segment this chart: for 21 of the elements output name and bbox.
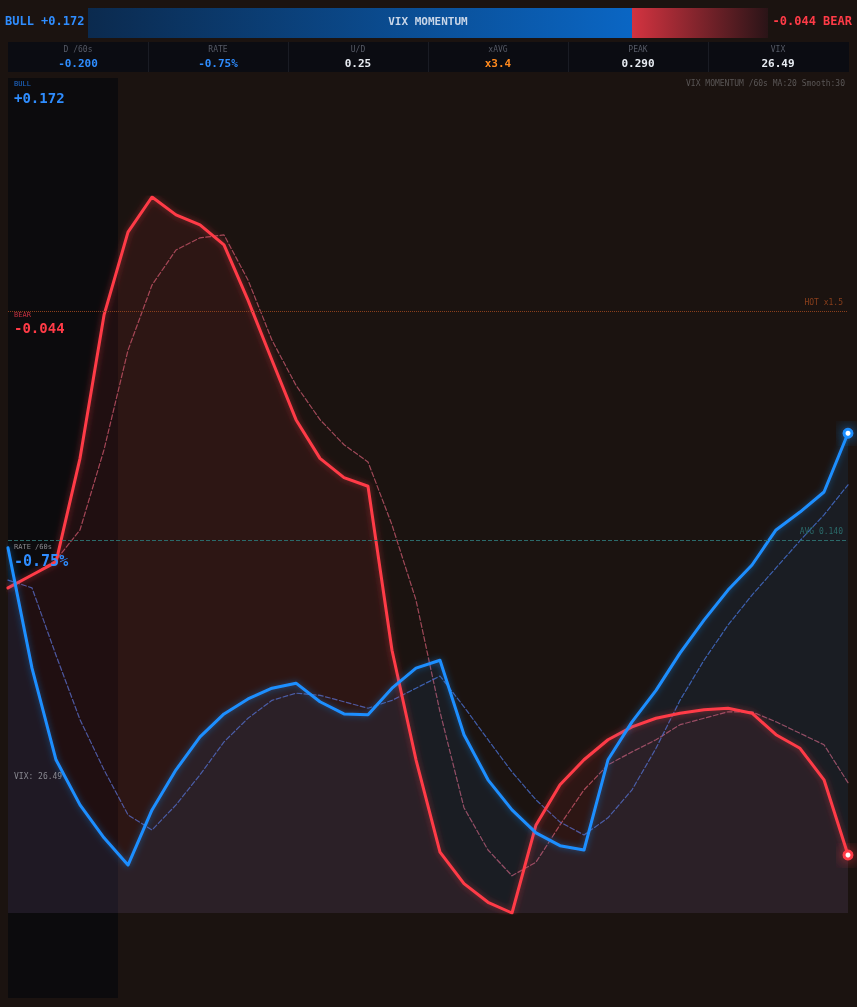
chart-title: VIX MOMENTUM (387, 15, 469, 28)
text: -0.044 BEAR (772, 14, 852, 28)
text: BULL +0.172 (5, 14, 85, 28)
text: RATE (207, 45, 229, 54)
text: 0.290 (620, 57, 656, 70)
text: x3.4 (483, 57, 513, 70)
text: VIX (769, 45, 787, 54)
text: -0.200 (57, 57, 99, 70)
annotation: VIX: 26.49 (14, 772, 63, 781)
annotation: -0.044 (14, 320, 65, 336)
text: xAVG (487, 45, 509, 54)
text: U/D (349, 45, 367, 54)
ref-line-label: HOT x1.5 (804, 298, 844, 308)
ref-line-label: AVG 0.140 (799, 527, 844, 537)
text: +0.172 (14, 90, 65, 106)
chart-subtitle: VIX MOMENTUM /60s MA:20 Smooth:30 (686, 79, 845, 88)
text: -0.75% (197, 57, 239, 70)
text: 26.49 (760, 57, 796, 70)
text: D /60s (62, 45, 94, 54)
text: 0.25 (343, 57, 373, 70)
text: PEAK (627, 45, 649, 54)
